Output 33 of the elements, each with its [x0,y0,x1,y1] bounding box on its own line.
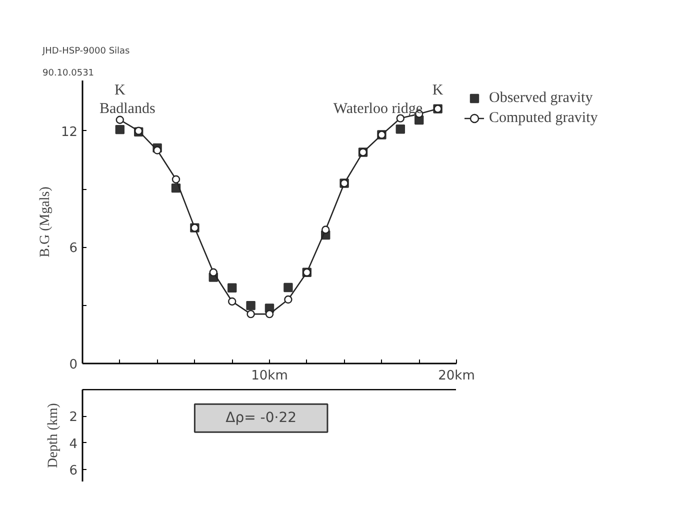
legend-label: Computed gravity [489,110,598,126]
point [116,116,124,124]
annotation: K [432,82,444,98]
y-axis-title: B.G (Mgals) [38,186,53,258]
y-tick-label: 0 [69,358,78,372]
point [284,295,292,304]
point [228,283,237,293]
point [265,310,274,318]
y-tick-label: 6 [69,464,78,478]
annotation: Badlands [99,100,156,117]
annotation: K [114,82,126,98]
point [284,282,293,292]
point [153,146,162,154]
point [246,300,256,310]
x-tick-label: 20km [438,368,475,384]
y-axis-title: Depth (km) [46,402,62,468]
text: JHD-HSP-9000 Silas [42,46,130,56]
point [246,310,255,318]
y-tick-label: 2 [69,410,78,426]
y-tick-label: 6 [69,241,78,256]
point [322,226,330,234]
y-tick-label: 12 [60,124,78,140]
text: 90.10.0531 [42,68,94,78]
point [172,175,180,184]
point [115,124,124,134]
point [228,297,236,306]
x-tick-label: 10km [251,368,288,384]
data-label: Δρ= -0·22 [226,410,297,426]
y-tick-label: 4 [69,436,78,452]
point [209,268,218,276]
point [396,124,405,134]
annotation: Waterloo ridge [333,100,423,117]
legend-label: Observed gravity [489,90,593,106]
